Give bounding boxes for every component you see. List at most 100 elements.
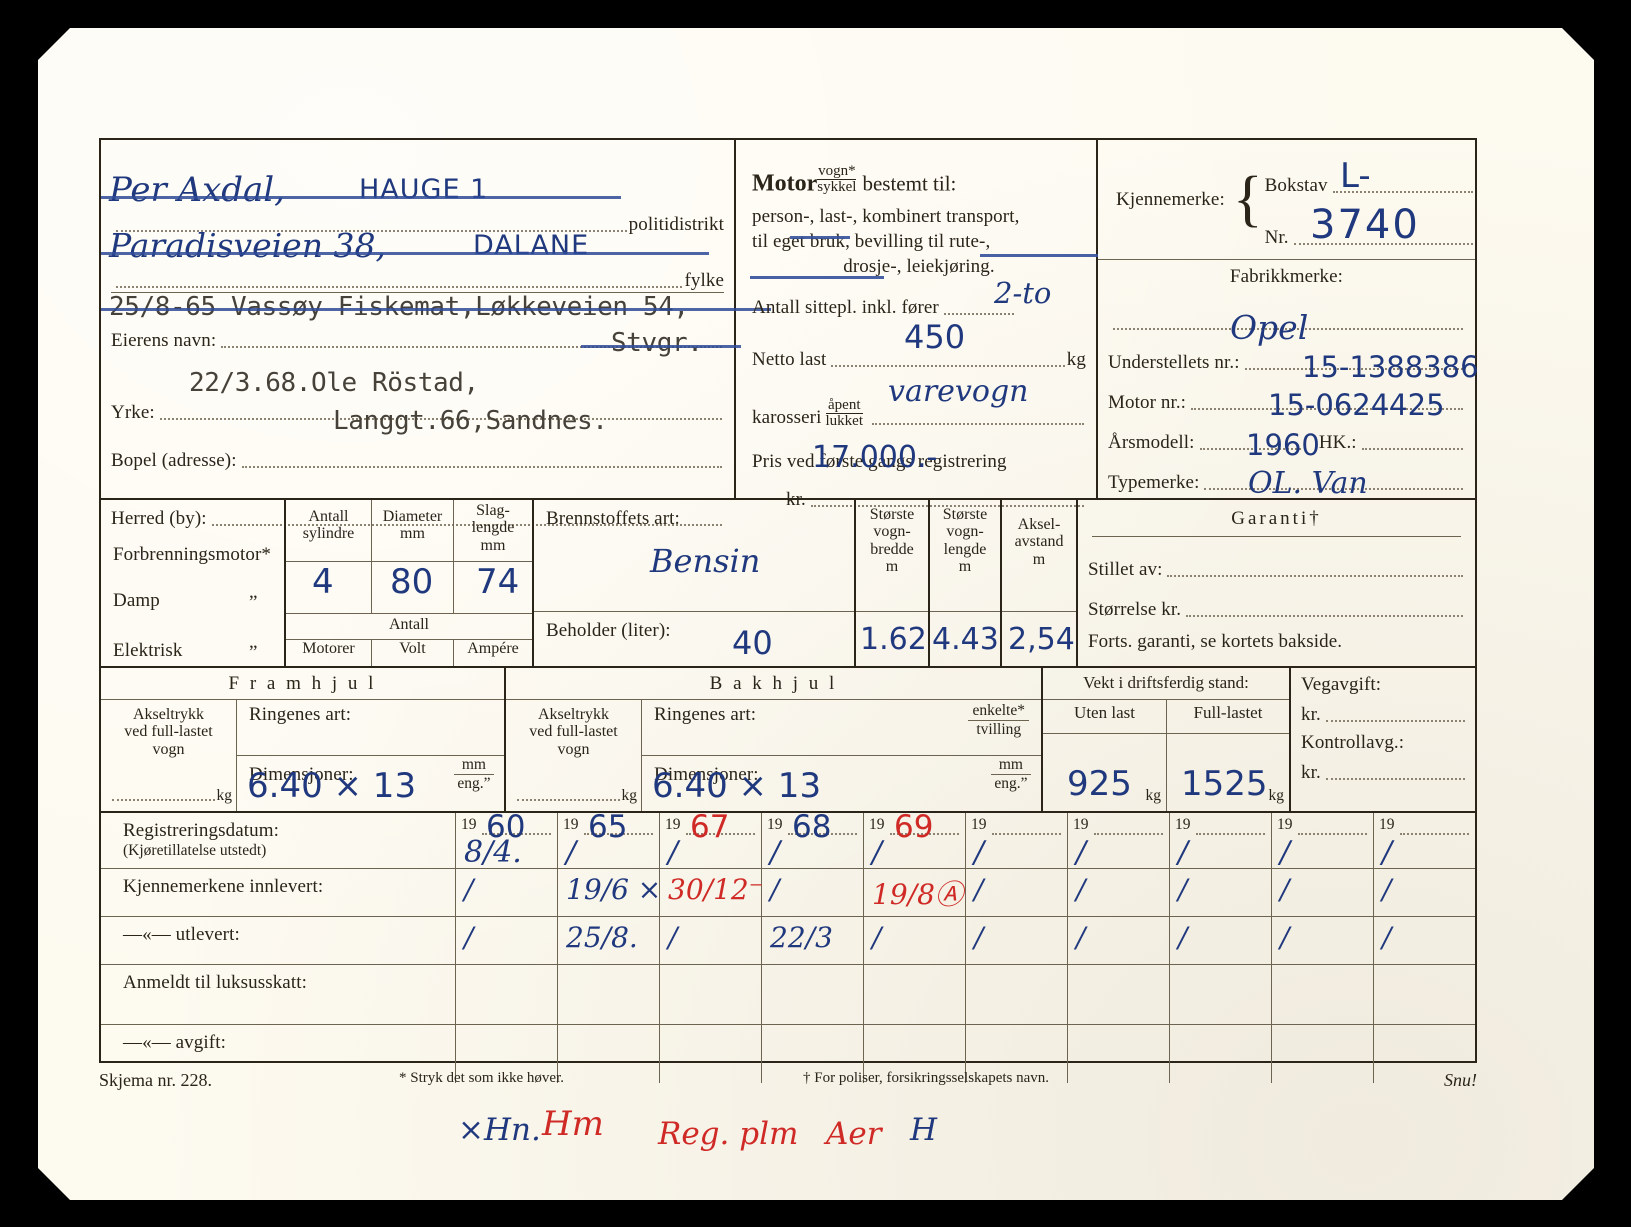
col-diameter: Diameter mm bbox=[372, 500, 454, 561]
date-cell[interactable] bbox=[762, 965, 864, 1024]
col-ampere: Ampére bbox=[467, 640, 519, 657]
date-cell[interactable] bbox=[558, 1025, 660, 1083]
bottom-annotations: ×Hn. Hm Reg. plm Aer H bbox=[458, 1104, 1218, 1178]
front-eng-label: eng.” bbox=[457, 775, 491, 792]
card-corner-top-right bbox=[1561, 27, 1595, 61]
date-cell[interactable] bbox=[1272, 965, 1374, 1024]
date-cell[interactable]: 30/12⁻ bbox=[660, 869, 763, 916]
motor-nr-label: Motor nr.: bbox=[1108, 392, 1187, 413]
date-value: / bbox=[1280, 921, 1290, 954]
date-cell[interactable]: / bbox=[456, 917, 558, 964]
date-cell[interactable]: / bbox=[1068, 869, 1170, 916]
card-corner-bottom-left bbox=[37, 1167, 71, 1201]
purpose-line-3: drosje-, leiekjøring. bbox=[843, 255, 995, 277]
fuel-block: Brennstoffets art: Beholder (liter): Ben… bbox=[534, 500, 856, 666]
date-value: / bbox=[974, 921, 984, 954]
date-cell[interactable] bbox=[558, 965, 660, 1024]
netto-last-label: Netto last bbox=[752, 349, 827, 371]
turn-over-label: Snu! bbox=[1444, 1070, 1477, 1090]
date-cell[interactable]: / bbox=[1374, 869, 1475, 916]
date-cell[interactable]: 19 60 8/4. bbox=[456, 809, 558, 870]
row-label-text: Registreringsdatum: bbox=[123, 820, 279, 841]
date-cell[interactable]: 22/3 bbox=[762, 917, 864, 964]
date-cell[interactable]: / bbox=[1068, 917, 1170, 964]
underline-rute bbox=[980, 254, 1098, 257]
date-cell[interactable]: / bbox=[456, 869, 558, 916]
strike-owner-line2 bbox=[101, 252, 709, 255]
date-value: / bbox=[770, 873, 780, 906]
row-label: Kjennemerkene innlevert: bbox=[101, 869, 456, 916]
date-cell[interactable]: 19 / bbox=[1170, 813, 1272, 870]
date-cell[interactable] bbox=[864, 1025, 966, 1083]
date-value: / bbox=[1076, 835, 1087, 870]
year-prefix: 19 bbox=[665, 816, 681, 833]
date-cell[interactable]: 19 68 / bbox=[762, 809, 864, 870]
date-cell[interactable]: 19 / bbox=[1068, 813, 1170, 870]
date-cell[interactable]: 19 69 / bbox=[864, 809, 966, 870]
date-cell[interactable] bbox=[1374, 965, 1475, 1024]
strike-entry-1965-city bbox=[581, 345, 741, 348]
date-value: / bbox=[1280, 835, 1291, 870]
date-cell[interactable]: / bbox=[762, 869, 864, 916]
date-cell[interactable]: 19 65 / bbox=[558, 809, 660, 870]
col-antall-sylindre: Antall sylindre bbox=[286, 500, 372, 561]
date-value: / bbox=[872, 835, 883, 870]
hw-bottom-red-3: Aer bbox=[826, 1116, 882, 1152]
hw-length-value: 4.43 bbox=[932, 622, 999, 657]
ditto-elektrisk: ” bbox=[249, 642, 258, 663]
forbrenningsmotor-label: Forbrenningsmotor* bbox=[113, 544, 272, 565]
length-label: Største vogn- lengde m bbox=[930, 500, 1000, 612]
rear-eng-label: eng.” bbox=[994, 775, 1028, 792]
date-cell[interactable] bbox=[660, 965, 762, 1024]
date-cell[interactable] bbox=[1170, 965, 1272, 1024]
date-value: / bbox=[1076, 873, 1086, 906]
date-cell[interactable] bbox=[864, 965, 966, 1024]
date-cell[interactable] bbox=[660, 1025, 762, 1083]
date-cell[interactable] bbox=[456, 1025, 558, 1083]
year-prefix: 19 bbox=[461, 816, 477, 833]
date-cell[interactable]: 25/8. bbox=[558, 917, 660, 964]
date-cell[interactable]: / bbox=[966, 869, 1068, 916]
col-motorer: Motorer bbox=[286, 640, 372, 666]
date-cell[interactable]: 19 / bbox=[1374, 813, 1475, 870]
row-label: —«— avgift: bbox=[101, 1025, 456, 1083]
date-cell[interactable] bbox=[966, 965, 1068, 1024]
year-prefix: 19 bbox=[1277, 816, 1293, 833]
date-value: / bbox=[1382, 835, 1393, 870]
date-cell[interactable]: 19/6 × bbox=[558, 869, 661, 916]
hw-bottom-red-1: Hm bbox=[542, 1104, 604, 1144]
price-currency: kr. bbox=[786, 489, 806, 511]
date-cell[interactable] bbox=[966, 1025, 1068, 1083]
front-tyre-kind-label: Ringenes art: bbox=[237, 700, 504, 756]
strike-owner-line1 bbox=[101, 196, 621, 199]
year-dots bbox=[1400, 833, 1469, 835]
date-cell[interactable]: / bbox=[1272, 869, 1374, 916]
registration-card: politidistrikt fylke Eierens navn: Yrke: bbox=[37, 27, 1595, 1201]
date-cell[interactable]: 19 / bbox=[966, 813, 1068, 870]
front-mm-label: mm bbox=[453, 756, 494, 775]
card-corner-bottom-right bbox=[1561, 1167, 1595, 1201]
date-cell[interactable]: 19/8Ⓐ bbox=[864, 869, 966, 916]
tank-label: Beholder (liter): bbox=[546, 620, 671, 641]
date-cell[interactable] bbox=[1272, 1025, 1374, 1083]
date-cell[interactable] bbox=[762, 1025, 864, 1083]
date-cell[interactable] bbox=[1170, 1025, 1272, 1083]
weight-block: Vekt i driftsferdig stand: Uten last Ful… bbox=[1043, 668, 1291, 811]
date-cell[interactable]: / bbox=[864, 917, 966, 964]
footnote-dagger: † For poliser, forsikringsselskapets nav… bbox=[803, 1070, 1050, 1086]
date-cell[interactable]: / bbox=[1170, 917, 1272, 964]
date-cell[interactable]: / bbox=[660, 917, 762, 964]
seats-label: Antall sittepl. inkl. fører bbox=[752, 297, 939, 319]
date-cell[interactable]: / bbox=[1272, 917, 1374, 964]
axle-label: Aksel- avstand m bbox=[1002, 500, 1076, 612]
year-value: 60 bbox=[486, 809, 526, 845]
date-cell[interactable]: / bbox=[966, 917, 1068, 964]
date-cell[interactable]: / bbox=[1170, 869, 1272, 916]
date-cell[interactable] bbox=[1068, 1025, 1170, 1083]
date-cell[interactable] bbox=[456, 965, 558, 1024]
date-cell[interactable] bbox=[1068, 965, 1170, 1024]
date-cell[interactable]: 19 / bbox=[1272, 813, 1374, 870]
date-cell[interactable]: / bbox=[1374, 917, 1475, 964]
typemerke-label: Typemerke: bbox=[1108, 472, 1200, 493]
date-cell[interactable]: 19 67 / bbox=[660, 809, 762, 870]
